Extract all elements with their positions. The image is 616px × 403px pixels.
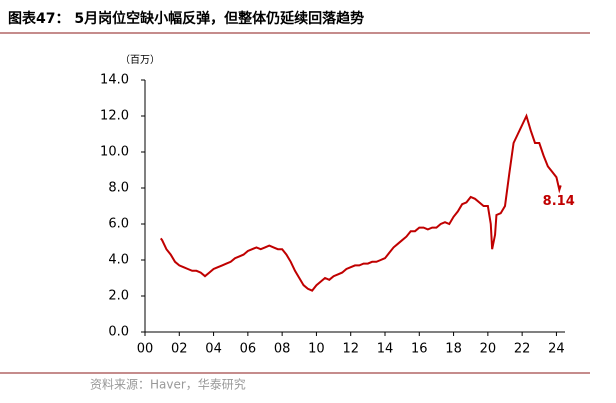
y-tick-label: 2.0 [108,289,129,304]
x-tick-label: 02 [171,342,188,357]
x-tick-label: 18 [445,342,462,357]
x-tick-label: 00 [137,342,154,357]
x-tick-label: 12 [342,342,359,357]
y-tick-label: 8.0 [108,181,129,196]
y-tick-label: 6.0 [108,217,129,232]
line [159,113,562,292]
x-tick-label: 08 [274,342,291,357]
x-tick-label: 06 [240,342,257,357]
unit-label: （百万） [120,54,160,66]
x-tick-label: 10 [308,342,325,357]
y-tick-label: 4.0 [108,253,129,268]
x-tick-label: 24 [548,342,565,357]
y-tick-label: 0.0 [108,325,129,340]
y-tick-label: 10.0 [100,145,129,160]
x-tick-label: 04 [205,342,222,357]
x-tick-label: 16 [411,342,428,357]
y-tick-label: 12.0 [100,109,129,124]
y-tick-label: 14.0 [100,73,129,88]
source: 资料来源：Haver，华泰研究 [90,377,246,392]
data-label: 8.14 [543,194,575,209]
chart-title: 图表47： 5月岗位空缺小幅反弹，但整体仍延续回落趋势 [8,10,364,27]
x-tick-label: 14 [377,342,394,357]
x-tick-label: 20 [480,342,497,357]
x-tick-label: 22 [514,342,531,357]
